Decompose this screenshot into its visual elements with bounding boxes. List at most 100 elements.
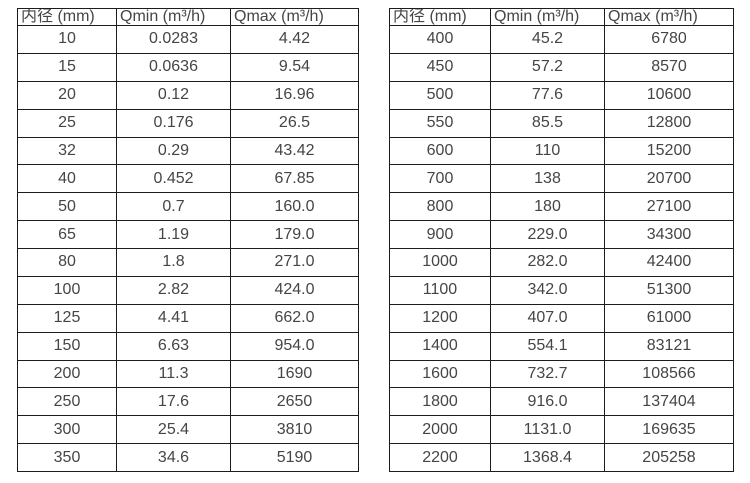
table-cell: 179.0: [230, 220, 359, 249]
table-cell: 300: [17, 415, 117, 445]
table-cell: 20: [17, 80, 117, 110]
table-row: 1400 554.1 83121: [389, 331, 734, 361]
table-row: 80 1.8 271.0: [17, 248, 359, 277]
table-row: 1000 282.0 42400: [389, 248, 734, 277]
table-cell: 1400: [389, 331, 491, 361]
table-cell: 0.0636: [116, 52, 231, 82]
table-cell: 11.3: [116, 359, 231, 389]
table-cell: 8570: [604, 52, 734, 82]
table-cell: 350: [17, 443, 117, 472]
header-row: 内径 (mm) Qmin (m³/h) Qmax (m³/h): [17, 8, 359, 26]
table-row: 10 0.0283 4.42: [17, 25, 359, 54]
table-cell: 150: [17, 331, 117, 361]
table-cell: 2.82: [116, 275, 231, 305]
table-cell: 110: [490, 136, 605, 166]
table-cell: 42400: [604, 248, 734, 277]
table-row: 500 77.6 10600: [389, 80, 734, 110]
table-cell: 45.2: [490, 25, 605, 54]
table-cell: 954.0: [230, 331, 359, 361]
table-row: 50 0.7 160.0: [17, 192, 359, 222]
table-cell: 250: [17, 387, 117, 417]
table-cell: 2200: [389, 443, 491, 472]
table-row: 900 229.0 34300: [389, 220, 734, 249]
table-cell: 180: [490, 192, 605, 222]
qmin-header: Qmin (m³/h): [116, 8, 231, 26]
table-row: 800 180 27100: [389, 192, 734, 222]
table-row: 25 0.176 26.5: [17, 108, 359, 138]
table-cell: 550: [389, 108, 491, 138]
table-cell: 600: [389, 136, 491, 166]
table-cell: 1600: [389, 359, 491, 389]
table-cell: 500: [389, 80, 491, 110]
table-cell: 4.42: [230, 25, 359, 54]
table-cell: 200: [17, 359, 117, 389]
table-cell: 25: [17, 108, 117, 138]
table-cell: 1368.4: [490, 443, 605, 472]
table-cell: 27100: [604, 192, 734, 222]
table-cell: 138: [490, 164, 605, 194]
table-cell: 3810: [230, 415, 359, 445]
table-cell: 160.0: [230, 192, 359, 222]
table-cell: 15: [17, 52, 117, 82]
table-cell: 26.5: [230, 108, 359, 138]
table-row: 100 2.82 424.0: [17, 275, 359, 305]
table-cell: 0.0283: [116, 25, 231, 54]
table-cell: 137404: [604, 387, 734, 417]
table-row: 1100 342.0 51300: [389, 275, 734, 305]
table-cell: 83121: [604, 331, 734, 361]
table-cell: 16.96: [230, 80, 359, 110]
qmin-header: Qmin (m³/h): [490, 8, 605, 26]
table-cell: 40: [17, 164, 117, 194]
table-cell: 17.6: [116, 387, 231, 417]
table-row: 2200 1368.4 205258: [389, 443, 734, 472]
table-row: 20 0.12 16.96: [17, 80, 359, 110]
table-cell: 10: [17, 25, 117, 54]
table-row: 150 6.63 954.0: [17, 331, 359, 361]
table-cell: 65: [17, 220, 117, 249]
table-row: 65 1.19 179.0: [17, 220, 359, 249]
table-row: 550 85.5 12800: [389, 108, 734, 138]
table-cell: 34300: [604, 220, 734, 249]
table-cell: 1.19: [116, 220, 231, 249]
table-cell: 9.54: [230, 52, 359, 82]
table-cell: 0.452: [116, 164, 231, 194]
table-cell: 0.29: [116, 136, 231, 166]
table-row: 32 0.29 43.42: [17, 136, 359, 166]
table-row: 300 25.4 3810: [17, 415, 359, 445]
table-cell: 20700: [604, 164, 734, 194]
table-cell: 1800: [389, 387, 491, 417]
table-cell: 6780: [604, 25, 734, 54]
table-cell: 57.2: [490, 52, 605, 82]
table-cell: 6.63: [116, 331, 231, 361]
table-cell: 61000: [604, 303, 734, 333]
table-row: 700 138 20700: [389, 164, 734, 194]
table-cell: 1.8: [116, 248, 231, 277]
table-cell: 2000: [389, 415, 491, 445]
table-cell: 125: [17, 303, 117, 333]
table-row: 450 57.2 8570: [389, 52, 734, 82]
table-cell: 450: [389, 52, 491, 82]
table-cell: 100: [17, 275, 117, 305]
table-row: 600 110 15200: [389, 136, 734, 166]
table-cell: 43.42: [230, 136, 359, 166]
table-cell: 25.4: [116, 415, 231, 445]
table-cell: 1200: [389, 303, 491, 333]
table-row: 250 17.6 2650: [17, 387, 359, 417]
table-cell: 5190: [230, 443, 359, 472]
table-cell: 0.7: [116, 192, 231, 222]
table-cell: 77.6: [490, 80, 605, 110]
table-row: 400 45.2 6780: [389, 25, 734, 54]
table-cell: 34.6: [116, 443, 231, 472]
table-cell: 50: [17, 192, 117, 222]
table-cell: 15200: [604, 136, 734, 166]
table-row: 1200 407.0 61000: [389, 303, 734, 333]
table-cell: 32: [17, 136, 117, 166]
table-cell: 10600: [604, 80, 734, 110]
qmax-header: Qmax (m³/h): [230, 8, 359, 26]
table-row: 350 34.6 5190: [17, 443, 359, 472]
table-cell: 282.0: [490, 248, 605, 277]
table-cell: 554.1: [490, 331, 605, 361]
table-cell: 407.0: [490, 303, 605, 333]
table-row: 15 0.0636 9.54: [17, 52, 359, 82]
table-cell: 916.0: [490, 387, 605, 417]
